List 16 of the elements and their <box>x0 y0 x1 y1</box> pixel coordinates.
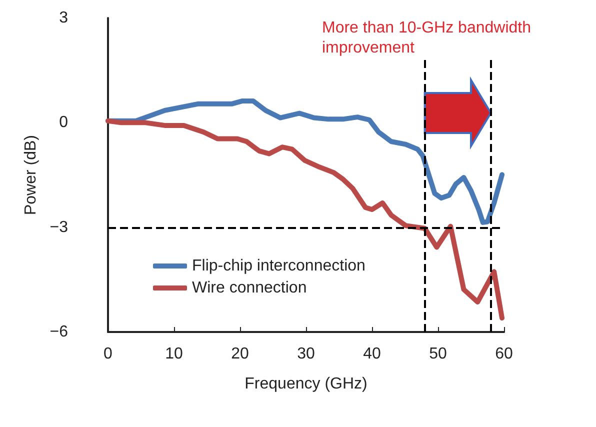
x-axis-title: Frequency (GHz) <box>244 376 368 392</box>
x-tick-label: 60 <box>495 346 513 362</box>
y-tick-label: −3 <box>50 218 68 236</box>
x-tick-label: 0 <box>104 346 113 362</box>
legend-label: Wire connection <box>192 280 307 296</box>
legend-label: Flip-chip interconnection <box>192 258 366 274</box>
y-tick-label: 3 <box>59 10 68 26</box>
x-tick-label: 40 <box>363 346 381 362</box>
y-tick-label: 0 <box>59 114 68 132</box>
x-tick-label: 10 <box>165 346 183 362</box>
x-tick-label: 20 <box>231 346 249 362</box>
x-tick-label: 50 <box>429 346 447 362</box>
annotation: More than 10-GHz bandwidth improvement <box>322 20 536 56</box>
x-tick-label: 30 <box>297 346 315 362</box>
y-axis-title: Power (dB) <box>22 134 40 216</box>
y-tick-label: −6 <box>50 324 68 340</box>
